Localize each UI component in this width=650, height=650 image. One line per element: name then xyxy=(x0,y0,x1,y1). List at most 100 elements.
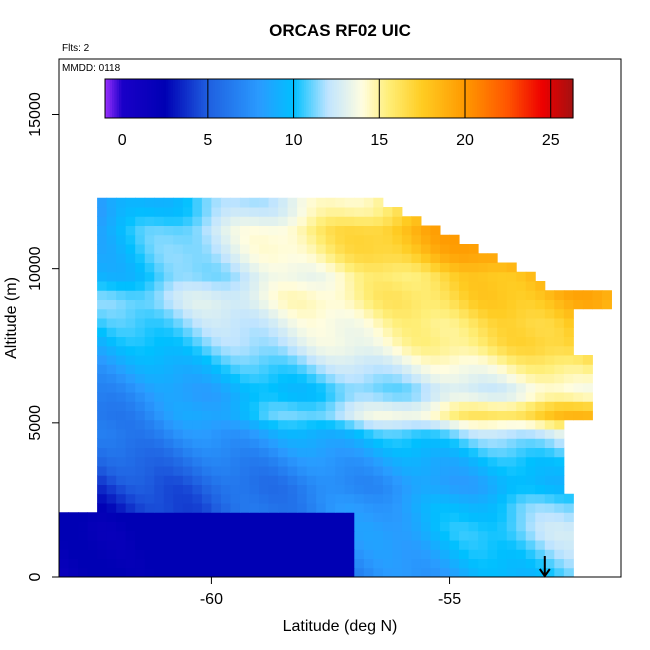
heatmap-cell xyxy=(430,558,441,569)
heatmap-cell xyxy=(259,530,270,541)
heatmap-cell xyxy=(239,234,251,245)
heatmap-cell xyxy=(173,373,184,384)
heatmap-cell xyxy=(506,281,517,291)
heatmap-cell xyxy=(430,253,441,263)
heatmap-cell xyxy=(116,567,127,577)
heatmap-cell xyxy=(335,419,346,430)
heatmap-cell xyxy=(487,299,498,310)
heatmap-cell xyxy=(249,503,260,513)
heatmap-cell xyxy=(182,345,193,356)
heatmap-cell xyxy=(449,382,460,393)
heatmap-cell xyxy=(97,484,108,495)
heatmap-cell xyxy=(573,364,584,374)
heatmap-cell xyxy=(97,475,108,485)
heatmap-cell xyxy=(201,234,212,245)
heatmap-cell xyxy=(459,299,470,310)
heatmap-cell xyxy=(506,530,517,541)
heatmap-cell xyxy=(363,308,374,319)
heatmap-cell xyxy=(306,456,317,467)
heatmap-cell xyxy=(420,318,431,328)
heatmap-cell xyxy=(211,493,222,504)
colorbar-segment xyxy=(149,79,153,118)
heatmap-cell xyxy=(354,410,365,421)
heatmap-cell xyxy=(335,484,346,495)
heatmap-cell xyxy=(97,512,108,522)
heatmap-cell xyxy=(268,567,279,577)
heatmap-cell xyxy=(420,392,431,402)
heatmap-cell xyxy=(211,225,222,236)
colorbar-segment xyxy=(395,79,399,118)
heatmap-cell xyxy=(201,549,212,559)
heatmap-cell xyxy=(411,382,422,393)
heatmap-cell xyxy=(97,429,108,439)
heatmap-cell xyxy=(411,475,422,485)
flights-annotation: Flts: 2 xyxy=(62,43,90,54)
heatmap-cell xyxy=(344,567,355,577)
heatmap-cell xyxy=(239,207,251,217)
colorbar-segment xyxy=(280,79,284,118)
heatmap-cell xyxy=(497,503,508,513)
heatmap-cell xyxy=(230,345,241,356)
heatmap-cell xyxy=(154,392,165,402)
heatmap-cell xyxy=(535,345,546,356)
heatmap-cell xyxy=(125,318,136,328)
heatmap-cell xyxy=(363,540,374,550)
heatmap-cell xyxy=(97,336,108,347)
colorbar-segment xyxy=(226,79,230,118)
heatmap-cell xyxy=(420,382,431,393)
heatmap-cell xyxy=(497,281,508,291)
heatmap-cell xyxy=(354,493,365,504)
heatmap-cell xyxy=(392,308,403,319)
colorbar-segment xyxy=(348,79,352,118)
heatmap-cell xyxy=(440,429,451,439)
heatmap-cell xyxy=(468,271,479,282)
heatmap-cell xyxy=(211,410,222,421)
heatmap-cell xyxy=(440,567,451,577)
heatmap-cell xyxy=(97,355,108,365)
heatmap-cell xyxy=(59,540,70,550)
heatmap-cell xyxy=(392,392,403,402)
heatmap-cell xyxy=(449,429,460,439)
heatmap-cell xyxy=(97,549,108,559)
heatmap-cell xyxy=(154,373,165,384)
heatmap-cell xyxy=(268,392,279,402)
heatmap-cell xyxy=(430,401,441,411)
heatmap-cell xyxy=(335,512,346,522)
heatmap-cell xyxy=(135,456,146,467)
colorbar-segment xyxy=(568,79,572,118)
heatmap-cell xyxy=(525,475,536,485)
heatmap-cell xyxy=(478,364,489,374)
heatmap-cell xyxy=(497,521,508,532)
heatmap-cell xyxy=(468,493,479,504)
heatmap-cell xyxy=(373,521,384,532)
heatmap-cell xyxy=(525,512,536,522)
heatmap-cell xyxy=(325,225,336,236)
colorbar-segment xyxy=(505,79,509,118)
colorbar-segment xyxy=(278,79,282,118)
heatmap-cell xyxy=(144,234,155,245)
heatmap-cell xyxy=(535,521,546,532)
heatmap-cell xyxy=(259,244,270,254)
heatmap-cell xyxy=(506,447,517,458)
heatmap-cell xyxy=(259,567,270,577)
heatmap-cell xyxy=(468,336,479,347)
heatmap-cell xyxy=(135,336,146,347)
heatmap-cell xyxy=(363,521,374,532)
heatmap-cell xyxy=(468,567,479,577)
heatmap-cell xyxy=(287,549,298,559)
heatmap-cell xyxy=(135,401,146,411)
heatmap-cell xyxy=(239,197,251,208)
heatmap-cell xyxy=(306,244,317,254)
heatmap-cell xyxy=(154,244,165,254)
heatmap-cell xyxy=(430,336,441,347)
heatmap-cell xyxy=(325,364,336,374)
heatmap-cell xyxy=(582,364,593,374)
heatmap-cell xyxy=(211,253,222,263)
heatmap-cell xyxy=(525,299,536,310)
heatmap-cell xyxy=(525,392,536,402)
heatmap-cell xyxy=(459,456,470,467)
heatmap-cell xyxy=(487,290,498,300)
heatmap-cell xyxy=(201,438,212,448)
heatmap-cell xyxy=(335,530,346,541)
colorbar-segment xyxy=(556,79,560,118)
